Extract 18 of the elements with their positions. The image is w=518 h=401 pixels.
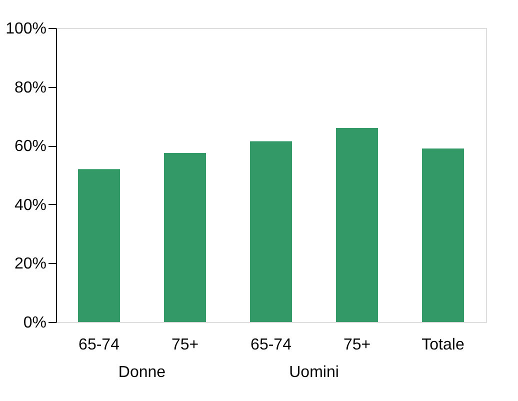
bar — [336, 128, 378, 322]
bar — [250, 141, 292, 322]
text: Donne — [118, 364, 166, 381]
y-tick-label: 40% — [14, 196, 46, 214]
y-tick-label: 20% — [14, 256, 46, 273]
y-tick-label: 100% — [6, 20, 46, 38]
y-tick-label: 80% — [14, 79, 46, 96]
bar — [422, 148, 464, 322]
x-tick-label: 75+ — [343, 336, 371, 354]
x-tick-label: Totale — [422, 336, 464, 354]
x-tick-label: 65-74 — [250, 336, 292, 354]
x-tick-label: 65-74 — [78, 336, 120, 354]
y-tick-label: 0% — [23, 314, 46, 332]
x-tick-label: 75+ — [171, 336, 199, 354]
text: Uomini — [289, 364, 339, 381]
bar — [78, 169, 120, 322]
bar — [164, 152, 206, 322]
y-tick-label: 60% — [14, 138, 46, 156]
